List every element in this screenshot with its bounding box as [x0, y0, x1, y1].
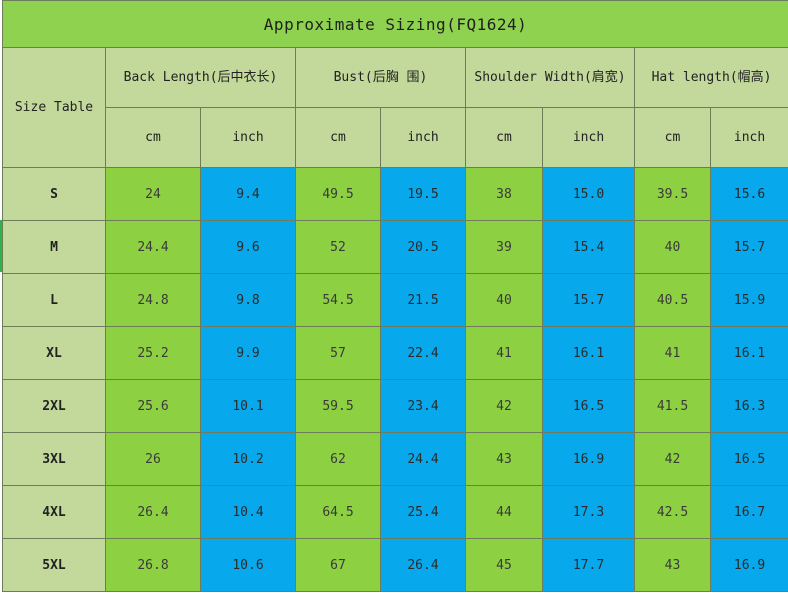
- inch-value-cell: 22.4: [380, 326, 466, 380]
- cm-value-cell: 41: [465, 326, 543, 380]
- cm-value-cell: 38: [465, 167, 543, 221]
- unit-header: cm: [295, 107, 381, 168]
- inch-value-cell: 25.4: [380, 485, 466, 539]
- size-cell: 5XL: [2, 538, 106, 592]
- inch-value-cell: 15.6: [709, 167, 788, 221]
- unit-header: inch: [709, 107, 788, 168]
- inch-value-cell: 15.0: [542, 167, 635, 221]
- inch-value-cell: 16.5: [542, 379, 635, 433]
- cm-value-cell: 26.4: [105, 485, 201, 539]
- row-selection-marker: [0, 220, 3, 272]
- cm-value-cell: 25.2: [105, 326, 201, 380]
- cm-value-cell: 40: [465, 273, 543, 327]
- unit-header: cm: [465, 107, 543, 168]
- cm-value-cell: 26.8: [105, 538, 201, 592]
- unit-header: inch: [542, 107, 635, 168]
- cm-value-cell: 25.6: [105, 379, 201, 433]
- inch-value-cell: 24.4: [380, 432, 466, 486]
- size-cell: S: [2, 167, 106, 221]
- cm-value-cell: 45: [465, 538, 543, 592]
- table-row: S 24 9.4 49.5 19.5 38 15.0 39.5 15.6: [2, 167, 788, 221]
- table-row: 2XL 25.6 10.1 59.5 23.4 42 16.5 41.5 16.3: [2, 379, 788, 433]
- unit-header: inch: [380, 107, 466, 168]
- cm-value-cell: 41: [634, 326, 711, 380]
- inch-value-cell: 16.9: [709, 538, 788, 592]
- table-row: M 24.4 9.6 52 20.5 39 15.4 40 15.7: [2, 220, 788, 274]
- table-row: 5XL 26.8 10.6 67 26.4 45 17.7 43 16.9: [2, 538, 788, 592]
- inch-value-cell: 16.7: [709, 485, 788, 539]
- size-cell: XL: [2, 326, 106, 380]
- cm-value-cell: 40: [634, 220, 711, 274]
- cm-value-cell: 57: [295, 326, 381, 380]
- size-cell: 4XL: [2, 485, 106, 539]
- size-cell: 2XL: [2, 379, 106, 433]
- table-row: XL 25.2 9.9 57 22.4 41 16.1 41 16.1: [2, 326, 788, 380]
- unit-header: cm: [105, 107, 201, 168]
- cm-value-cell: 41.5: [634, 379, 711, 433]
- inch-value-cell: 19.5: [380, 167, 466, 221]
- inch-value-cell: 10.6: [200, 538, 296, 592]
- inch-value-cell: 20.5: [380, 220, 466, 274]
- cm-value-cell: 43: [465, 432, 543, 486]
- inch-value-cell: 15.4: [542, 220, 635, 274]
- inch-value-cell: 17.3: [542, 485, 635, 539]
- header-back-length: Back Length(后中衣长): [105, 47, 296, 108]
- cm-value-cell: 44: [465, 485, 543, 539]
- inch-value-cell: 26.4: [380, 538, 466, 592]
- inch-value-cell: 10.2: [200, 432, 296, 486]
- inch-value-cell: 21.5: [380, 273, 466, 327]
- inch-value-cell: 17.7: [542, 538, 635, 592]
- size-cell: 3XL: [2, 432, 106, 486]
- cm-value-cell: 43: [634, 538, 711, 592]
- inch-value-cell: 16.1: [709, 326, 788, 380]
- size-cell: M: [2, 220, 106, 274]
- cm-value-cell: 40.5: [634, 273, 711, 327]
- cm-value-cell: 67: [295, 538, 381, 592]
- cm-value-cell: 24: [105, 167, 201, 221]
- cm-value-cell: 42.5: [634, 485, 711, 539]
- inch-value-cell: 9.4: [200, 167, 296, 221]
- table-row: 4XL 26.4 10.4 64.5 25.4 44 17.3 42.5 16.7: [2, 485, 788, 539]
- header-hat-length: Hat length(帽高): [633, 47, 788, 108]
- cm-value-cell: 49.5: [295, 167, 381, 221]
- cm-value-cell: 24.8: [105, 273, 201, 327]
- inch-value-cell: 10.4: [200, 485, 296, 539]
- inch-value-cell: 9.6: [200, 220, 296, 274]
- header-bust: Bust(后胸 围): [295, 47, 466, 108]
- size-table-label: Size Table: [2, 47, 106, 168]
- size-cell: L: [2, 273, 106, 327]
- inch-value-cell: 15.9: [709, 273, 788, 327]
- inch-value-cell: 9.9: [200, 326, 296, 380]
- inch-value-cell: 15.7: [709, 220, 788, 274]
- cm-value-cell: 62: [295, 432, 381, 486]
- cm-value-cell: 52: [295, 220, 381, 274]
- cm-value-cell: 39.5: [634, 167, 711, 221]
- cm-value-cell: 59.5: [295, 379, 381, 433]
- inch-value-cell: 16.5: [709, 432, 788, 486]
- header-shoulder-width: Shoulder Width(肩宽): [465, 47, 635, 108]
- cm-value-cell: 54.5: [295, 273, 381, 327]
- table-row: L 24.8 9.8 54.5 21.5 40 15.7 40.5 15.9: [2, 273, 788, 327]
- inch-value-cell: 23.4: [380, 379, 466, 433]
- cm-value-cell: 42: [634, 432, 711, 486]
- cm-value-cell: 42: [465, 379, 543, 433]
- cm-value-cell: 26: [105, 432, 201, 486]
- unit-header: cm: [634, 107, 711, 168]
- cm-value-cell: 64.5: [295, 485, 381, 539]
- unit-header: inch: [200, 107, 296, 168]
- inch-value-cell: 15.7: [542, 273, 635, 327]
- inch-value-cell: 9.8: [200, 273, 296, 327]
- inch-value-cell: 16.3: [709, 379, 788, 433]
- inch-value-cell: 16.9: [542, 432, 635, 486]
- table-row: 3XL 26 10.2 62 24.4 43 16.9 42 16.5: [2, 432, 788, 486]
- table-title: Approximate Sizing(FQ1624): [1, 0, 788, 48]
- cm-value-cell: 24.4: [105, 220, 201, 274]
- inch-value-cell: 10.1: [200, 379, 296, 433]
- inch-value-cell: 16.1: [542, 326, 635, 380]
- cm-value-cell: 39: [465, 220, 543, 274]
